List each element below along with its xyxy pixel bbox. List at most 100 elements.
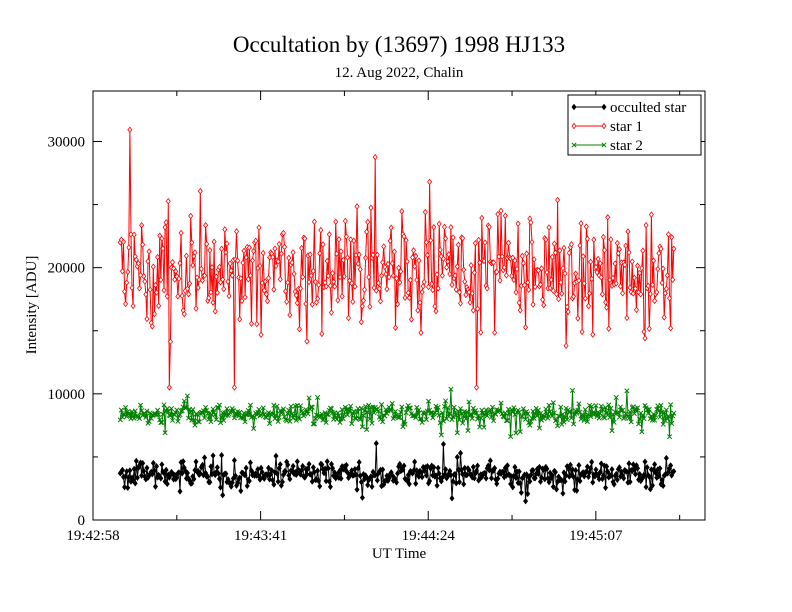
data-point bbox=[627, 478, 633, 486]
data-point bbox=[193, 305, 199, 312]
data-point bbox=[380, 259, 386, 266]
data-point bbox=[317, 483, 323, 490]
data-point bbox=[234, 228, 240, 235]
data-point bbox=[569, 387, 576, 394]
data-point bbox=[470, 307, 476, 314]
data-point bbox=[660, 421, 666, 427]
data-point bbox=[575, 315, 581, 322]
data-point bbox=[126, 244, 132, 251]
data-point bbox=[273, 413, 279, 419]
data-point bbox=[159, 461, 165, 468]
data-point bbox=[203, 221, 209, 229]
data-point bbox=[237, 315, 243, 323]
data-point bbox=[363, 254, 369, 262]
data-point bbox=[365, 409, 371, 415]
data-point bbox=[481, 257, 487, 265]
data-point bbox=[529, 415, 535, 421]
data-point bbox=[258, 331, 264, 339]
data-point bbox=[305, 465, 311, 472]
data-point bbox=[141, 272, 147, 280]
data-point bbox=[507, 471, 513, 479]
data-point bbox=[275, 258, 281, 265]
data-point bbox=[518, 489, 524, 496]
data-point bbox=[229, 479, 235, 486]
data-point bbox=[553, 485, 560, 493]
data-point bbox=[482, 469, 488, 477]
data-point bbox=[170, 258, 176, 266]
data-point bbox=[514, 265, 520, 273]
data-point bbox=[415, 411, 421, 417]
data-point bbox=[210, 406, 216, 412]
data-point bbox=[559, 477, 565, 484]
data-point bbox=[495, 475, 501, 482]
data-point bbox=[205, 473, 211, 480]
data-point bbox=[179, 470, 185, 477]
data-point bbox=[455, 241, 461, 249]
data-point bbox=[585, 473, 591, 481]
data-point bbox=[300, 273, 306, 281]
data-point bbox=[308, 272, 314, 279]
data-point bbox=[535, 267, 541, 274]
data-point bbox=[264, 297, 270, 305]
data-point bbox=[453, 412, 459, 418]
data-point bbox=[173, 268, 179, 275]
data-point bbox=[184, 469, 190, 477]
data-point bbox=[652, 297, 658, 305]
data-point bbox=[245, 275, 251, 283]
legend-label: occulted star bbox=[610, 100, 686, 116]
data-point bbox=[492, 329, 498, 336]
data-point bbox=[658, 245, 664, 253]
data-point bbox=[621, 475, 627, 482]
data-point bbox=[176, 469, 182, 476]
data-point bbox=[310, 267, 316, 275]
data-point bbox=[195, 284, 201, 291]
data-point bbox=[625, 228, 631, 235]
data-point bbox=[498, 207, 504, 215]
data-point bbox=[396, 264, 402, 272]
data-point bbox=[273, 262, 279, 270]
data-point bbox=[431, 223, 437, 231]
data-point bbox=[191, 417, 197, 423]
data-point bbox=[231, 415, 237, 421]
data-point bbox=[592, 410, 598, 416]
data-point bbox=[398, 409, 404, 415]
data-point bbox=[397, 460, 403, 468]
data-point bbox=[369, 483, 375, 490]
data-point bbox=[513, 474, 519, 482]
data-point bbox=[376, 285, 382, 293]
data-point bbox=[458, 300, 464, 307]
data-point bbox=[559, 290, 565, 297]
data-point bbox=[287, 475, 293, 483]
data-point bbox=[184, 393, 191, 399]
data-point bbox=[336, 236, 342, 243]
data-point bbox=[663, 285, 669, 293]
data-point bbox=[641, 328, 647, 336]
data-point bbox=[668, 325, 674, 332]
data-point bbox=[601, 246, 607, 254]
data-point bbox=[521, 281, 528, 289]
legend-marker bbox=[571, 122, 577, 130]
data-point bbox=[664, 416, 670, 422]
data-point bbox=[624, 388, 630, 394]
data-point bbox=[531, 256, 537, 263]
data-point bbox=[413, 480, 419, 487]
data-point bbox=[302, 235, 308, 242]
data-point bbox=[523, 497, 529, 505]
data-point bbox=[643, 483, 649, 491]
data-point bbox=[119, 466, 125, 474]
data-point bbox=[319, 411, 325, 417]
data-point bbox=[207, 247, 213, 254]
data-point bbox=[562, 478, 568, 485]
data-point bbox=[360, 412, 367, 418]
data-point bbox=[529, 238, 535, 246]
data-point bbox=[146, 418, 152, 425]
data-point bbox=[517, 306, 523, 314]
data-point bbox=[413, 414, 419, 421]
data-point bbox=[266, 464, 272, 472]
data-point bbox=[462, 278, 468, 285]
data-point bbox=[334, 250, 340, 257]
data-point bbox=[367, 303, 373, 310]
data-point bbox=[199, 461, 205, 469]
data-point bbox=[642, 334, 648, 342]
